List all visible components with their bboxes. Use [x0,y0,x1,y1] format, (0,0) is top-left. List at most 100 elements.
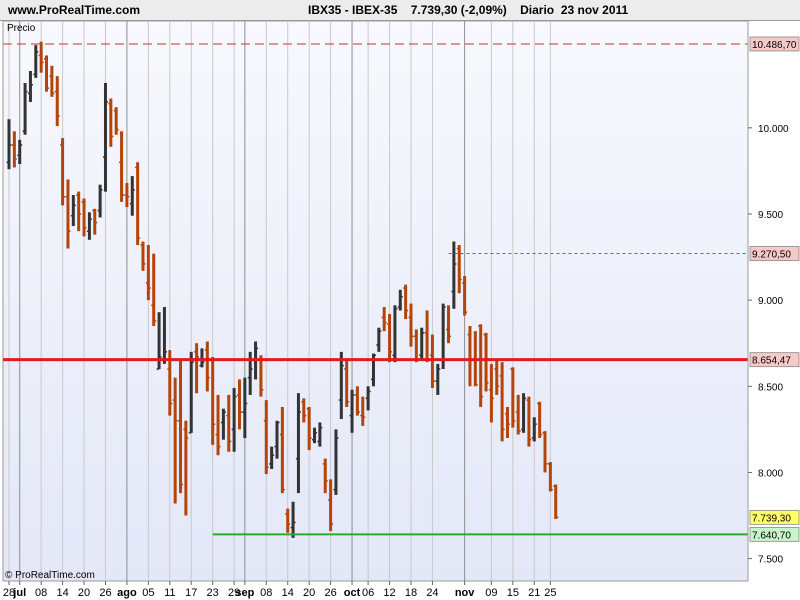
price-levels [3,43,748,536]
resistance-dotted-line-label-box [749,246,800,261]
price-bar [456,245,462,294]
support-red-line-label-box [749,352,800,368]
price-bar [269,446,275,469]
price-bar [312,427,318,444]
price-bar [349,389,355,433]
price-bar [531,417,537,442]
price-bar [204,341,210,392]
price-bar [172,377,178,504]
x-tick-label: 24 [426,587,438,599]
price-bar [333,429,339,495]
panel-label: Precio [7,23,36,34]
support-green-line-label-box [749,526,800,542]
period-label: Diario [520,3,555,17]
price-bar [231,388,237,452]
price-bar [129,176,135,216]
price-bar [408,303,414,347]
price-bar [124,182,130,208]
price-bar [510,367,516,428]
price-bar [102,83,108,192]
price-bar [290,501,296,538]
x-tick-label: 23 [207,587,219,599]
price-bar [178,360,184,494]
x-tick-label: 14 [282,587,294,599]
x-tick-label: 09 [485,587,497,599]
price-bar [488,363,494,423]
price-bar [435,363,441,395]
price-bar [44,55,50,92]
resistance-dashed-line-label: 10.486,70 [749,36,800,52]
y-tick-label: 8.500 [758,382,783,393]
price-bar [145,245,151,301]
x-tick-label: 08 [260,587,272,599]
price-bar [60,138,66,206]
x-tick-label: 28 [3,587,15,599]
y-tick-label: 10.000 [758,124,789,135]
last-price-label-text: 7.739,30 [752,513,791,524]
x-tick-label: ago [117,587,137,599]
price-bar [135,162,141,245]
price-bar [263,400,269,475]
price-bar [446,305,452,344]
support-red-line-label-text: 8.654,47 [752,356,791,367]
price-bar [526,396,532,447]
price-bar [6,119,12,170]
price-bar [542,431,548,473]
last-price-label: 7.739,30 [749,509,800,525]
price-bar [499,362,505,442]
x-tick-label: oct [344,587,361,599]
price-bar [119,131,125,202]
price-level-labels: 10.486,70 9.270,50 8.654,47 7.739,30 7.640,7… [749,36,800,542]
support-red-line-label: 8.654,47 [749,352,800,368]
x-tick-label: 26 [99,587,111,599]
price-bar [220,408,226,440]
price-bar [242,377,248,438]
price-bar [537,401,543,438]
x-tick-label: 14 [56,587,68,599]
price-bar [306,406,312,451]
price-bar [11,131,17,168]
price-bar [419,327,425,359]
x-tick-label: 25 [544,587,556,599]
x-tick-label: 20 [78,587,90,599]
price-bar [81,198,87,237]
price-bar [92,208,98,235]
price-bar [397,289,403,311]
last-price-change: 7.739,30 (-2,09%) [410,3,507,17]
x-tick-label: 29 [228,587,240,599]
resistance-dashed-line-label-text: 10.486,70 [752,40,797,51]
price-bar [279,406,285,494]
price-bar [27,70,33,102]
price-bar [344,358,350,407]
y-axis-area [748,21,800,581]
price-bar [199,348,205,368]
ohlc-bars [6,41,559,538]
price-bar [274,420,280,459]
price-bar [322,458,328,494]
price-bar [494,358,500,395]
date-label: 23 nov 2011 [560,3,629,17]
price-bar [188,351,194,434]
price-bar [483,332,489,392]
resistance-dashed-line-label-box [749,36,800,52]
last-price-label-box [749,509,800,525]
y-tick-label: 9.500 [758,210,783,221]
site-link[interactable]: www.ProRealTime.com [8,3,141,17]
resistance-dotted-line-label: 9.270,50 [749,246,800,261]
support-green-line-label: 7.640,70 [749,526,800,542]
price-bar [547,462,553,492]
price-bar [403,284,409,320]
price-bar [65,179,71,249]
price-bar [338,351,344,420]
x-tick-label: 26 [324,587,336,599]
price-bar [38,41,44,73]
grid-lines [8,21,551,581]
price-bar [17,139,23,165]
y-tick-label: 7.500 [758,555,783,566]
price-bar [317,422,323,447]
x-tick-label: sep [235,587,254,599]
support-green-line-label-text: 7.640,70 [752,530,791,541]
price-bar [462,276,468,316]
price-bar [515,394,521,435]
